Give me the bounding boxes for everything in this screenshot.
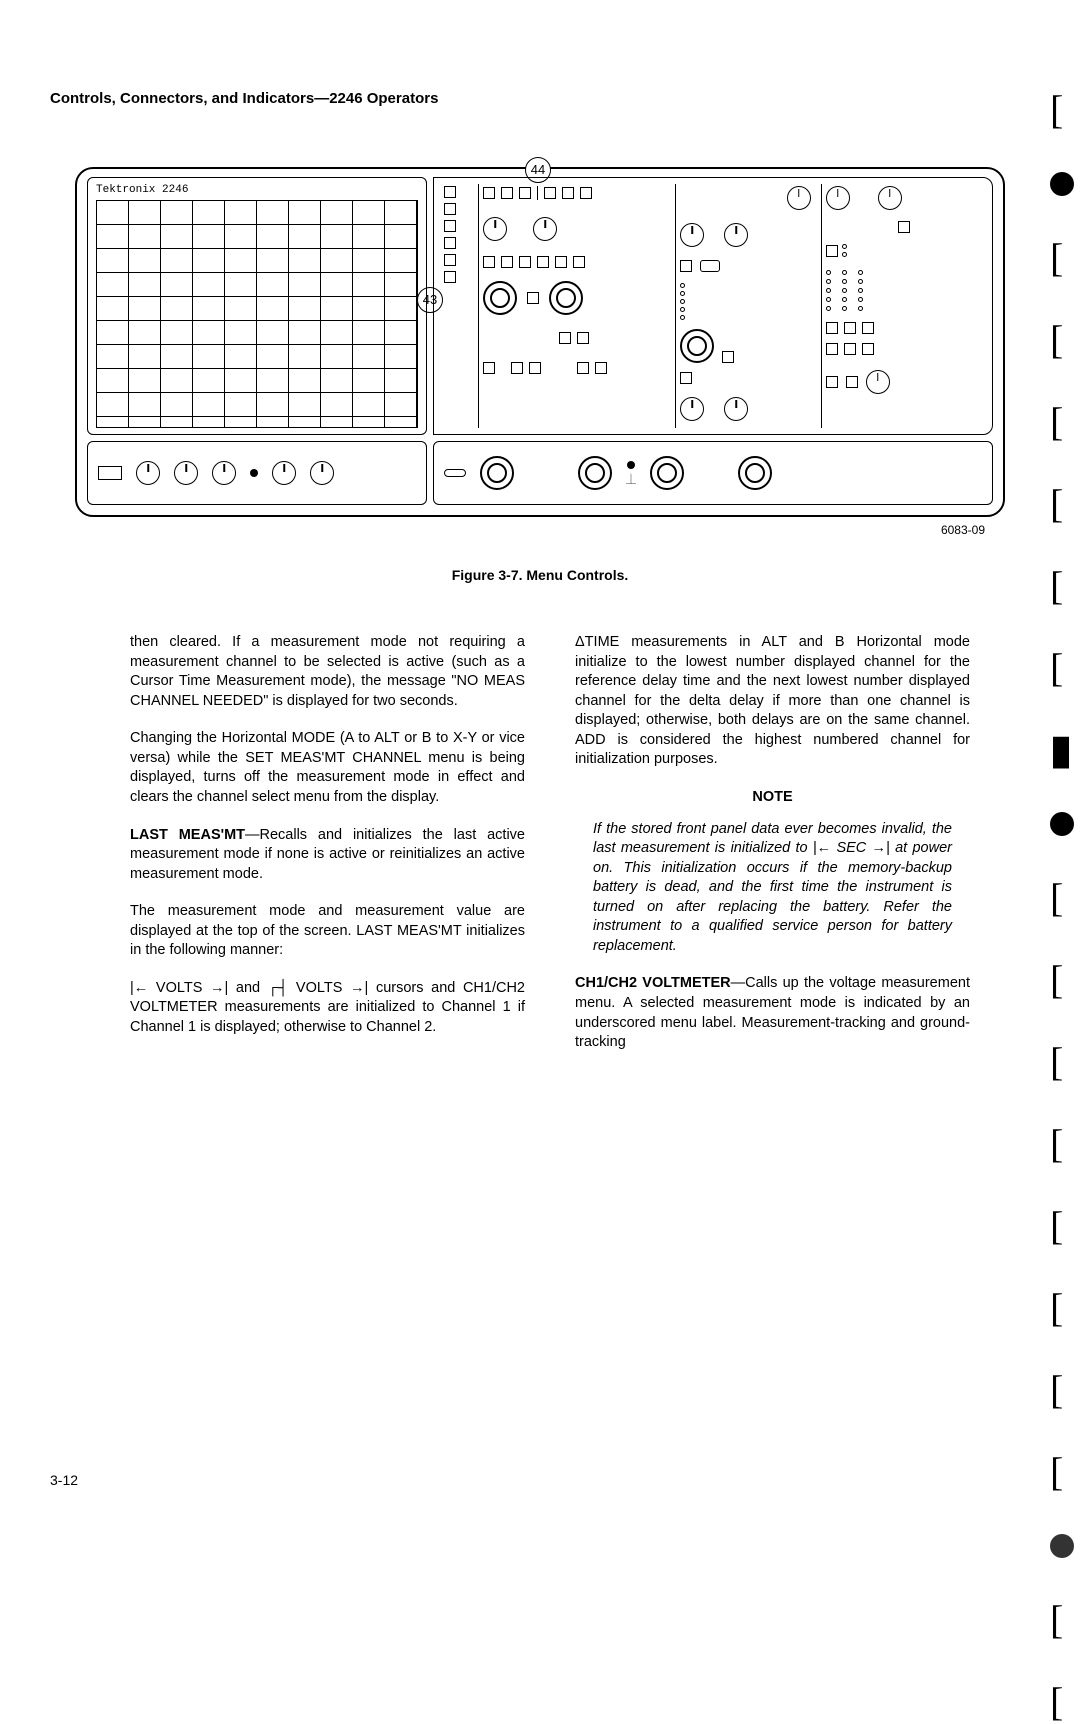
note-body: If the stored front panel data ever beco… [575, 820, 970, 957]
knob-icon [483, 217, 507, 241]
bracket-icon: [ [1050, 1600, 1074, 1640]
menu-btn-icon [444, 237, 456, 249]
hole-punch-icon [1050, 1534, 1074, 1558]
knob-icon [533, 217, 557, 241]
bnc-icon [480, 456, 514, 490]
figure-id: 6083-09 [75, 523, 1005, 537]
menu-button-col [440, 184, 472, 428]
bottom-right-section: ⏊ [433, 441, 993, 505]
bracket-icon: [ [1050, 566, 1074, 606]
bracket-icon: [ [1050, 238, 1074, 278]
bracket-icon: [ [1050, 402, 1074, 442]
left-column: then cleared. If a measurement mode not … [130, 633, 525, 1071]
para: |← VOLTS →| and ┌┤ VOLTS →| cursors and … [130, 979, 525, 1038]
menu-btn-icon [444, 271, 456, 283]
bracket-icon: [ [1050, 878, 1074, 918]
bottom-left-section [87, 441, 427, 505]
big-knob-icon [680, 329, 714, 363]
bracket-icon: [ [1050, 1042, 1074, 1082]
led-grid [826, 270, 982, 311]
menu-btn-icon [444, 254, 456, 266]
vertical-section [478, 184, 669, 428]
bracket-icon: [ [1050, 960, 1074, 1000]
oscilloscope-panel: 43 44 Tektronix 2246 [75, 167, 1005, 517]
bnc-icon [578, 456, 612, 490]
menu-btn-icon [444, 186, 456, 198]
control-area [433, 177, 993, 435]
bracket-icon: [ [1050, 320, 1074, 360]
trigger-section [821, 184, 986, 428]
bnc-icon [738, 456, 772, 490]
bracket-icon: [ [1050, 1682, 1074, 1722]
slot-icon [444, 469, 466, 477]
power-port-icon [98, 466, 122, 480]
page-number: 3-12 [50, 1472, 78, 1488]
bracket-icon: [ [1050, 484, 1074, 524]
bracket-icon: [ [1050, 1370, 1074, 1410]
brand-label: Tektronix 2246 [96, 184, 418, 196]
page-header: Controls, Connectors, and Indicators—224… [50, 90, 1030, 107]
para: ΔTIME measurements in ALT and B Horizont… [575, 633, 970, 770]
bracket-icon: [ [1050, 1288, 1074, 1328]
hole-punch-icon [1050, 812, 1074, 836]
bracket-icon: [ [1050, 1206, 1074, 1246]
crt-graticule [96, 200, 418, 428]
menu-btn-icon [444, 203, 456, 215]
figure-caption: Figure 3-7. Menu Controls. [50, 567, 1030, 583]
hole-punch-icon [1050, 172, 1074, 196]
bracket-icon: [ [1050, 648, 1074, 688]
menu-btn-icon [444, 220, 456, 232]
crt-screen-box: Tektronix 2246 [87, 177, 427, 435]
horizontal-section [675, 184, 814, 428]
body-columns: then cleared. If a measurement mode not … [50, 633, 1030, 1071]
margin-brackets: [ [ [ [ [ [ [ ▮ [ [ [ [ [ [ [ [ [ [ [1050, 90, 1074, 1722]
bracket-icon: [ [1050, 1452, 1074, 1492]
para: The measurement mode and measurement val… [130, 902, 525, 961]
big-knob-icon [483, 281, 517, 315]
figure-panel: 43 44 Tektronix 2246 [75, 167, 1005, 537]
para: Changing the Horizontal MODE (A to ALT o… [130, 729, 525, 807]
big-knob-icon [549, 281, 583, 315]
bnc-icon [650, 456, 684, 490]
para: LAST MEAS'MT—Recalls and initializes the… [130, 826, 525, 885]
bracket-icon: [ [1050, 1124, 1074, 1164]
bracket-icon: [ [1050, 90, 1074, 130]
para: CH1/CH2 VOLTMETER—Calls up the voltage m… [575, 974, 970, 1052]
para: then cleared. If a measurement mode not … [130, 633, 525, 711]
right-column: ΔTIME measurements in ALT and B Horizont… [575, 633, 970, 1071]
note-heading: NOTE [575, 788, 970, 808]
bracket-icon: ▮ [1050, 730, 1074, 770]
